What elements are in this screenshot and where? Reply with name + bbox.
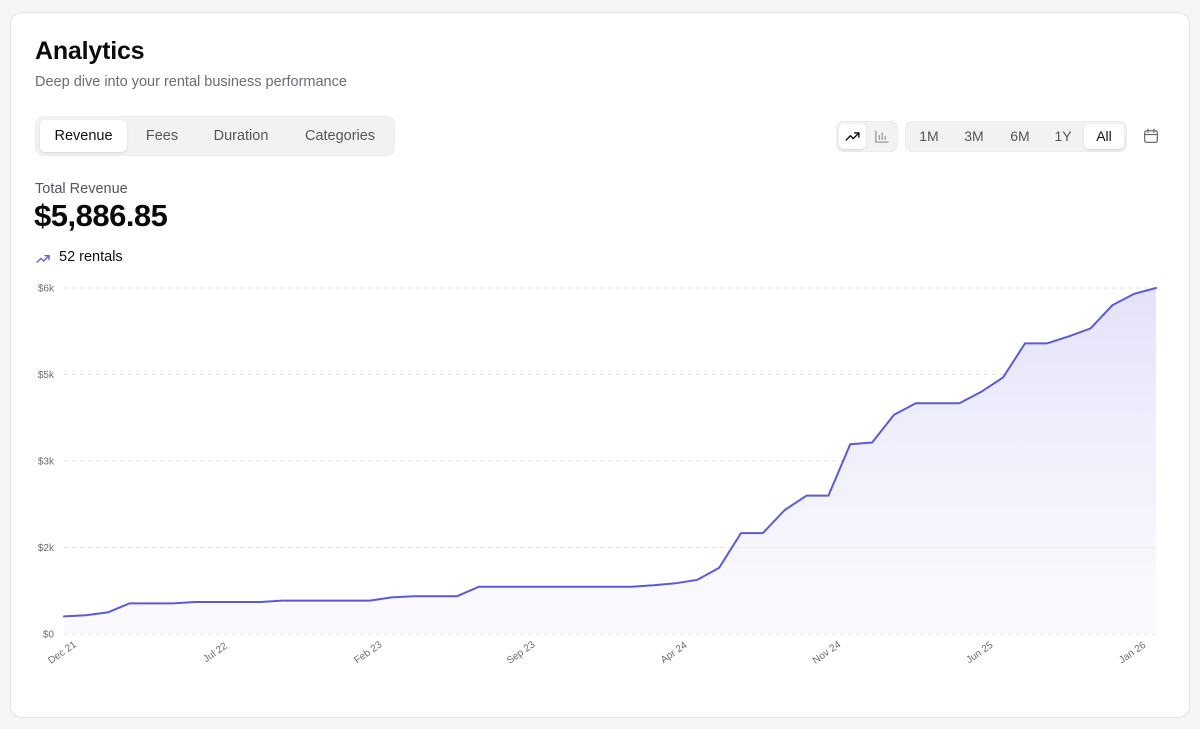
x-tick-label: Jul 22 <box>201 641 230 666</box>
metric-tabs: Revenue Fees Duration Categories <box>35 116 395 156</box>
chart-view-toggle <box>836 121 898 152</box>
range-3m-button[interactable]: 3M <box>964 128 984 144</box>
revenue-area <box>64 288 1156 634</box>
x-tick-label: Sep 23 <box>505 639 538 666</box>
bar-view-button[interactable] <box>868 124 895 149</box>
x-tick-label: Nov 24 <box>811 639 844 666</box>
tab-categories[interactable]: Categories <box>304 128 376 144</box>
y-tick-label: $0 <box>43 630 55 641</box>
x-tick-label: Dec 21 <box>46 639 79 666</box>
y-axis: $0 $2k $3k $5k $6k <box>38 284 55 641</box>
y-tick-label: $5k <box>38 370 55 381</box>
calendar-icon <box>1143 128 1159 144</box>
x-tick-label: Jun 25 <box>964 640 995 666</box>
tab-fees[interactable]: Fees <box>145 128 179 144</box>
tab-duration[interactable]: Duration <box>213 128 269 144</box>
y-tick-label: $2k <box>38 543 55 554</box>
x-tick-label: Feb 23 <box>352 639 384 666</box>
bar-chart-icon <box>875 130 889 143</box>
line-view-button[interactable] <box>839 124 866 149</box>
revenue-line <box>63 287 1157 618</box>
y-tick-label: $3k <box>38 457 55 468</box>
range-1y-button[interactable]: 1Y <box>1054 128 1072 144</box>
x-axis: Dec 21 Jul 22 Feb 23 Sep 23 Apr 24 Nov 24 Jun … <box>46 639 1148 666</box>
metric-label: Total Revenue <box>35 181 128 197</box>
page-title: Analytics <box>35 37 145 65</box>
page-subtitle: Deep dive into your rental business perf… <box>35 74 347 90</box>
trending-up-icon <box>36 255 50 263</box>
range-all-button[interactable]: All <box>1084 124 1124 149</box>
rentals-label: 52 rentals <box>59 249 123 265</box>
calendar-button[interactable] <box>1142 127 1160 145</box>
tab-revenue[interactable]: Revenue <box>40 120 127 152</box>
metric-value: $5,886.85 <box>34 198 168 233</box>
trending-up-icon <box>845 132 860 141</box>
x-tick-label: Jan 26 <box>1117 640 1148 666</box>
y-tick-label: $6k <box>38 284 55 295</box>
date-range-selector: 1M 3M 6M 1Y All <box>905 121 1127 152</box>
range-1m-button[interactable]: 1M <box>919 128 939 144</box>
x-tick-label: Apr 24 <box>659 640 690 666</box>
range-6m-button[interactable]: 6M <box>1010 128 1030 144</box>
